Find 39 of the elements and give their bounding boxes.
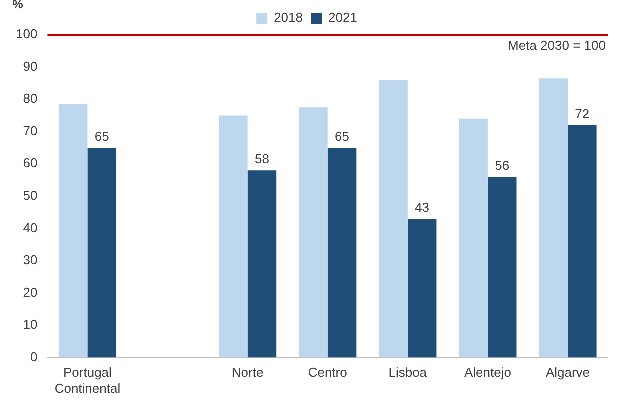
y-tick-label: 60 bbox=[23, 156, 38, 171]
bar bbox=[58, 104, 88, 358]
data-label: 58 bbox=[254, 152, 270, 167]
y-tick-label: 40 bbox=[23, 220, 38, 236]
bar bbox=[539, 78, 568, 358]
data-label: 65 bbox=[94, 129, 110, 144]
data-label: 65 bbox=[335, 129, 350, 144]
x-tick-label: Centro bbox=[308, 365, 348, 380]
y-axis-title: % bbox=[12, 0, 24, 12]
bar bbox=[88, 148, 117, 358]
bar bbox=[299, 108, 328, 358]
x-tick-label: Portugal Continental bbox=[54, 365, 121, 396]
y-tick-label: 50 bbox=[23, 188, 38, 203]
bar bbox=[248, 170, 277, 358]
x-tick-label: Algarve bbox=[546, 365, 590, 380]
x-tick-label: Norte bbox=[232, 365, 264, 380]
data-label: 72 bbox=[575, 106, 590, 122]
y-tick-label: 30 bbox=[23, 252, 38, 268]
data-label: 56 bbox=[495, 158, 510, 174]
bar bbox=[408, 218, 437, 358]
y-tick-label: 100 bbox=[16, 26, 38, 42]
y-tick-label: 20 bbox=[23, 284, 38, 300]
bar bbox=[218, 116, 248, 358]
y-tick-label: 0 bbox=[30, 349, 38, 364]
bar bbox=[459, 118, 488, 358]
data-label: 43 bbox=[415, 200, 430, 216]
ref-line-label: Meta 2030 = 100 bbox=[508, 38, 606, 54]
legend-label: 2018 bbox=[274, 10, 303, 26]
y-tick-label: 90 bbox=[23, 58, 38, 74]
legend-label: 2021 bbox=[328, 10, 358, 26]
x-tick-label: Lisboa bbox=[388, 365, 428, 380]
bar bbox=[568, 125, 597, 358]
x-tick-label: Alentejo bbox=[464, 365, 512, 380]
y-tick-label: 80 bbox=[23, 91, 38, 106]
y-tick-label: 10 bbox=[23, 317, 38, 332]
bar bbox=[379, 80, 408, 358]
bar bbox=[328, 148, 357, 358]
y-tick-label: 70 bbox=[23, 123, 38, 138]
bar bbox=[488, 177, 517, 358]
